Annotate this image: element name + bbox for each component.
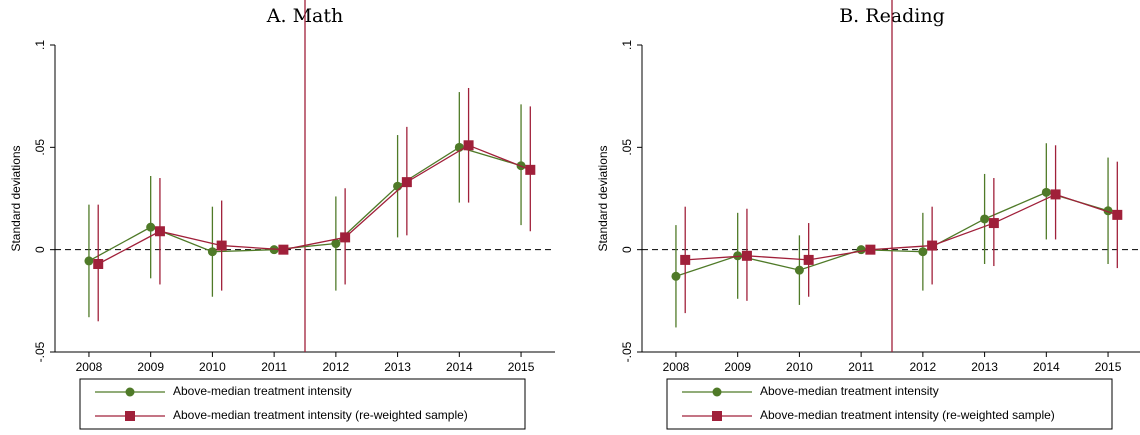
x-tick-label: 2013 [971,360,998,374]
marker [93,258,104,269]
marker [401,177,412,188]
marker [803,254,814,265]
x-tick-label: 2008 [663,360,690,374]
marker [146,222,156,232]
legend-label: Above-median treatment intensity [173,384,352,398]
x-tick-label: 2013 [384,360,411,374]
marker [154,226,165,237]
marker [84,256,94,266]
legend-box [79,378,526,430]
y-tick-label: .05 [620,139,634,156]
marker [680,254,691,265]
legend-label: Above-median treatment intensity [760,384,939,398]
marker [1112,209,1123,220]
marker [463,140,474,151]
marker [865,244,876,255]
x-tick-label: 2009 [137,360,164,374]
legend-box [666,378,1113,430]
marker [1050,189,1061,200]
x-tick-label: 2008 [76,360,103,374]
series-line [97,144,531,265]
y-tick-label: .1 [33,40,47,50]
series-line [685,193,1118,261]
legend-marker [125,387,135,397]
x-tick-label: 2015 [508,360,535,374]
legend-label: Above-median treatment intensity (re-wei… [173,408,468,422]
x-tick-label: 2009 [724,360,751,374]
marker [856,245,866,255]
x-tick-label: 2014 [1033,360,1060,374]
x-tick-label: 2015 [1095,360,1122,374]
marker [1041,187,1051,197]
marker [340,232,351,243]
marker [927,240,938,251]
y-axis-label: Standard deviations [9,145,23,251]
marker [918,247,928,257]
x-tick-label: 2012 [910,360,937,374]
marker [278,244,289,255]
x-tick-label: 2012 [323,360,350,374]
legend-marker [712,411,722,421]
x-tick-label: 2010 [786,360,813,374]
marker [671,271,681,281]
y-tick-label: -.05 [33,341,47,362]
marker [988,218,999,229]
marker [980,214,990,224]
legend-marker [712,387,722,397]
marker [207,247,217,257]
x-tick-label: 2011 [261,360,287,374]
y-tick-label: -.05 [620,341,634,362]
marker [216,240,227,251]
x-tick-label: 2010 [199,360,226,374]
marker [331,239,341,249]
marker [393,181,403,191]
marker [741,250,752,261]
marker [794,265,804,275]
marker [525,164,536,175]
y-tick-label: 0 [620,246,634,253]
y-axis-label: Standard deviations [596,145,610,251]
x-tick-label: 2011 [848,360,874,374]
legend-marker [125,411,135,421]
x-tick-label: 2014 [446,360,473,374]
y-tick-label: 0 [33,246,47,253]
legend-label: Above-median treatment intensity (re-wei… [760,408,1055,422]
y-tick-label: .05 [33,139,47,156]
y-tick-label: .1 [620,40,634,50]
